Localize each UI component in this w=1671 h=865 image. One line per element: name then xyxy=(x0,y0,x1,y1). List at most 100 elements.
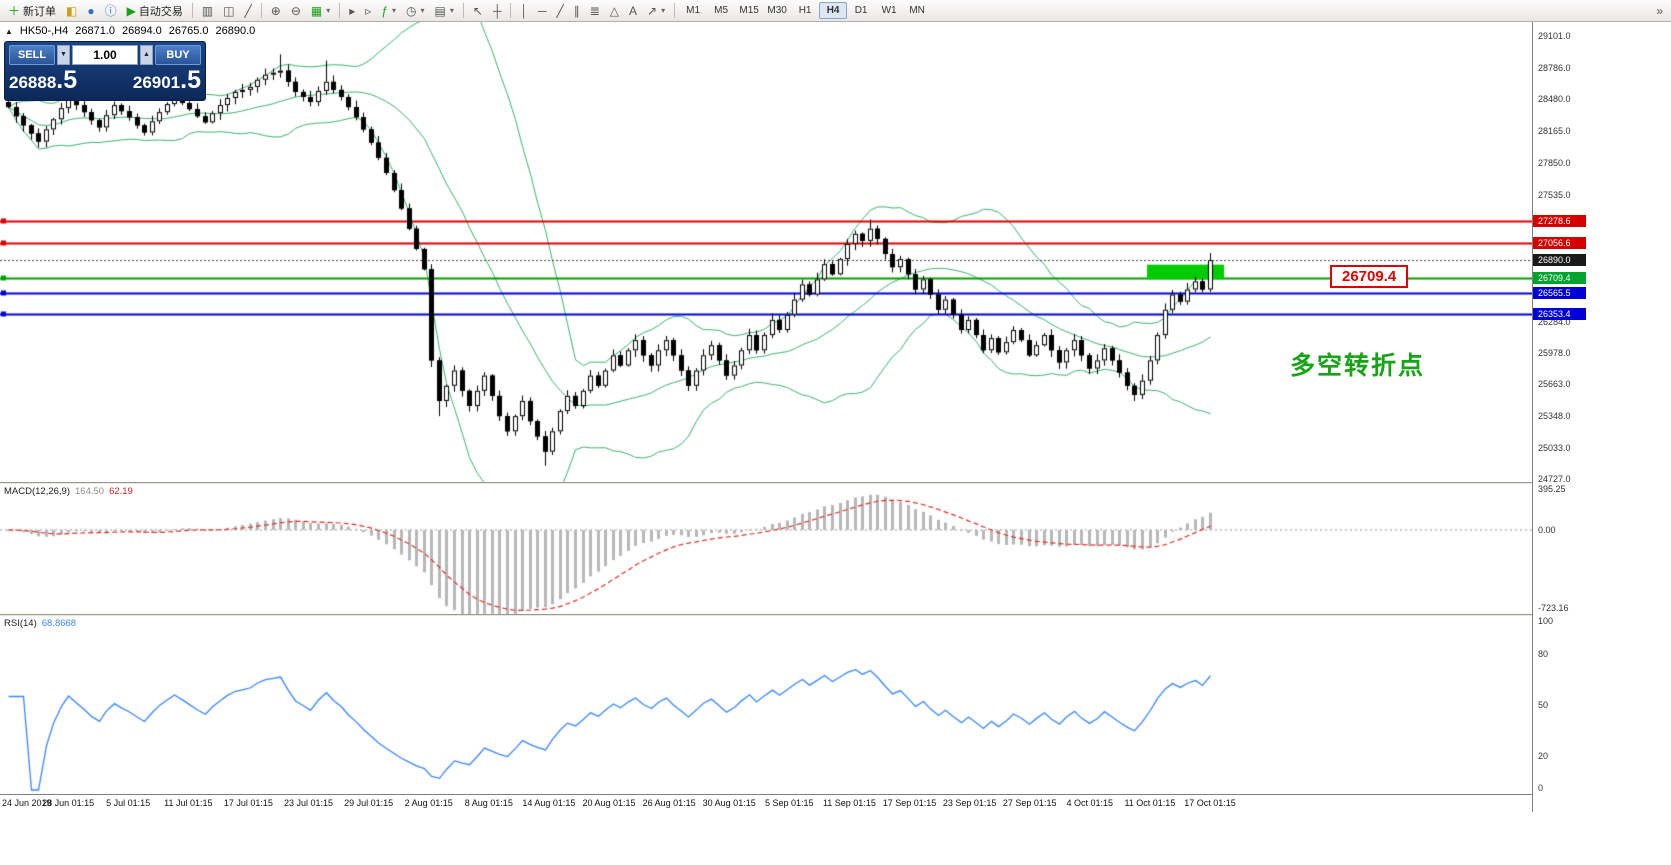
panel-divider[interactable] xyxy=(0,482,1671,484)
trade-panel-collapse-icon[interactable]: ▲ xyxy=(5,26,13,36)
ask-price: 26901.5 xyxy=(132,66,201,94)
volume-decrease-button[interactable]: ▼ xyxy=(57,45,70,65)
toolbar-separator xyxy=(674,3,676,18)
time-label: 11 Sep 01:15 xyxy=(822,798,876,808)
time-label: 2 Aug 01:15 xyxy=(404,798,453,808)
toolbar-overflow-icon: » xyxy=(1656,3,1663,18)
volume-increase-button[interactable]: ▲ xyxy=(140,45,153,65)
horizontal-line-button[interactable]: ─ xyxy=(533,0,552,21)
price-axis[interactable]: 29101.0 28786.0 28480.0 28165.0 27850.0 27535… xyxy=(1532,22,1671,812)
rsi-tick: 80 xyxy=(1538,649,1549,659)
grid-caret-icon: ▾ xyxy=(326,6,331,15)
time-label: 11 Jul 01:15 xyxy=(164,798,213,808)
candlestick-chart-button[interactable]: ◫ xyxy=(218,0,239,21)
timeframe-d1-button[interactable]: D1 xyxy=(854,5,868,16)
macd-tick: 395.25 xyxy=(1538,484,1566,494)
timeframe-m30-button[interactable]: M30 xyxy=(767,5,787,16)
time-label: 17 Jul 01:15 xyxy=(223,798,273,808)
toolbar-overflow-button[interactable]: » xyxy=(1651,0,1668,21)
auto-scroll-button[interactable]: ▸ xyxy=(344,0,360,21)
zoom-out-button[interactable]: ⊖ xyxy=(286,0,306,21)
zoom-out-icon: ⊖ xyxy=(290,3,301,18)
auto-trading-icon: ▶ xyxy=(126,3,136,18)
trendline-icon: ╱ xyxy=(556,3,564,18)
market-watch-button[interactable]: ● xyxy=(82,0,99,21)
new-chart-button[interactable]: ◧ xyxy=(61,0,82,21)
line-chart-button[interactable]: ╱ xyxy=(240,0,257,21)
equidistant-channel-button[interactable]: ∥ xyxy=(569,0,585,21)
toolbar-separator xyxy=(339,3,341,18)
main-chart-canvas[interactable] xyxy=(0,22,1532,482)
crosshair-icon: ┼ xyxy=(492,3,502,18)
panel-divider[interactable] xyxy=(0,614,1671,616)
ohlc-low: 26765.0 xyxy=(168,25,209,37)
price-tag: 26890.0 xyxy=(1533,254,1586,267)
crosshair-button[interactable]: ┼ xyxy=(488,0,507,21)
new-order-label: 新订单 xyxy=(23,5,57,18)
timeframe-m15-button[interactable]: M15 xyxy=(739,5,759,16)
templates-button[interactable]: ▤ ▾ xyxy=(430,0,459,21)
cursor-icon: ↖ xyxy=(472,3,483,18)
time-label: 17 Oct 01:15 xyxy=(1184,798,1236,808)
chart-shift-icon: ▹ xyxy=(365,3,372,18)
sell-button[interactable]: SELL xyxy=(9,45,55,65)
ohlc-high: 26894.0 xyxy=(121,25,162,37)
auto-trading-button[interactable]: ▶ 自动交易 xyxy=(122,0,188,21)
price-tick: 25348.0 xyxy=(1538,411,1571,422)
volume-input[interactable] xyxy=(72,45,138,65)
equidistant-channel-icon: ∥ xyxy=(573,3,580,18)
bid-price: 26888.5 xyxy=(9,66,78,94)
price-tick: 25663.0 xyxy=(1538,379,1571,390)
macd-label: MACD(12,26,9) 164.50 62.19 xyxy=(4,486,133,497)
macd-tick: -723.16 xyxy=(1538,603,1569,613)
time-label: 23 Jul 01:15 xyxy=(283,798,334,808)
turning-point-annotation[interactable]: 多空转折点 xyxy=(1290,352,1426,380)
price-tag: 26565.5 xyxy=(1533,286,1586,299)
time-axis[interactable]: 24 Jun 2019 28 Jun 01:15 5 Jul 01:15 11 Jul… xyxy=(0,794,1671,813)
line-chart-icon: ╱ xyxy=(244,3,252,18)
new-order-button[interactable]: ＋新订单 xyxy=(3,0,61,21)
info-button[interactable]: ⓘ xyxy=(100,0,122,21)
time-label: 11 Oct 01:15 xyxy=(1124,798,1176,808)
price-tag: 27056.6 xyxy=(1533,237,1586,250)
auto-trading-label: 自动交易 xyxy=(138,5,183,18)
zoom-in-button[interactable]: ⊕ xyxy=(266,0,286,21)
chart-shift-button[interactable]: ▹ xyxy=(360,0,376,21)
indicators-button[interactable]: ƒ ▾ xyxy=(376,0,401,21)
bar-chart-button[interactable]: ▥ xyxy=(197,0,218,21)
macd-panel: MACD(12,26,9) 164.50 62.19 xyxy=(0,484,1671,614)
trendline-button[interactable]: ╱ xyxy=(551,0,568,21)
timeframe-mn-button[interactable]: MN xyxy=(909,5,925,16)
text-button[interactable]: A xyxy=(624,0,642,21)
new-order-icon: ＋ xyxy=(8,3,21,18)
time-label: 23 Sep 01:15 xyxy=(942,798,997,808)
candlestick-chart-icon: ◫ xyxy=(223,3,235,18)
timeframe-m1-button[interactable]: M1 xyxy=(686,5,701,16)
info-icon: ⓘ xyxy=(104,3,117,18)
timeframe-w1-button[interactable]: W1 xyxy=(881,5,897,16)
time-label: 28 Jun 01:15 xyxy=(42,798,95,808)
symbol-label: HK50-,H4 xyxy=(19,25,69,37)
chart-area: ▲ HK50-,H4 26871.0 26894.0 26765.0 26890… xyxy=(0,22,1671,865)
timeframe-h4-button[interactable]: H4 xyxy=(819,2,848,19)
time-label: 5 Sep 01:15 xyxy=(765,798,814,808)
price-tick: 27535.0 xyxy=(1538,189,1571,200)
shapes-button[interactable]: △ xyxy=(605,0,624,21)
templates-caret-icon: ▾ xyxy=(449,6,454,15)
rsi-canvas[interactable] xyxy=(0,616,1532,794)
timeframe-m5-button[interactable]: M5 xyxy=(714,5,729,16)
price-callout-label[interactable]: 26709.4 xyxy=(1330,265,1409,288)
grid-button[interactable]: ▦ ▾ xyxy=(306,0,335,21)
price-tag: 27278.6 xyxy=(1533,214,1586,227)
cursor-button[interactable]: ↖ xyxy=(468,0,488,21)
bar-chart-icon: ▥ xyxy=(201,3,214,18)
macd-canvas[interactable] xyxy=(0,484,1532,614)
vertical-line-button[interactable]: │ xyxy=(515,0,533,21)
timeframe-h1-button[interactable]: H1 xyxy=(798,5,812,16)
grid-icon: ▦ xyxy=(310,3,323,18)
periods-button[interactable]: ◷ ▾ xyxy=(401,0,430,21)
buy-button[interactable]: BUY xyxy=(155,45,201,65)
fibonacci-button[interactable]: ≣ xyxy=(585,0,605,21)
price-tick: 25033.0 xyxy=(1538,443,1571,454)
arrows-button[interactable]: ↗ ▾ xyxy=(642,0,670,21)
